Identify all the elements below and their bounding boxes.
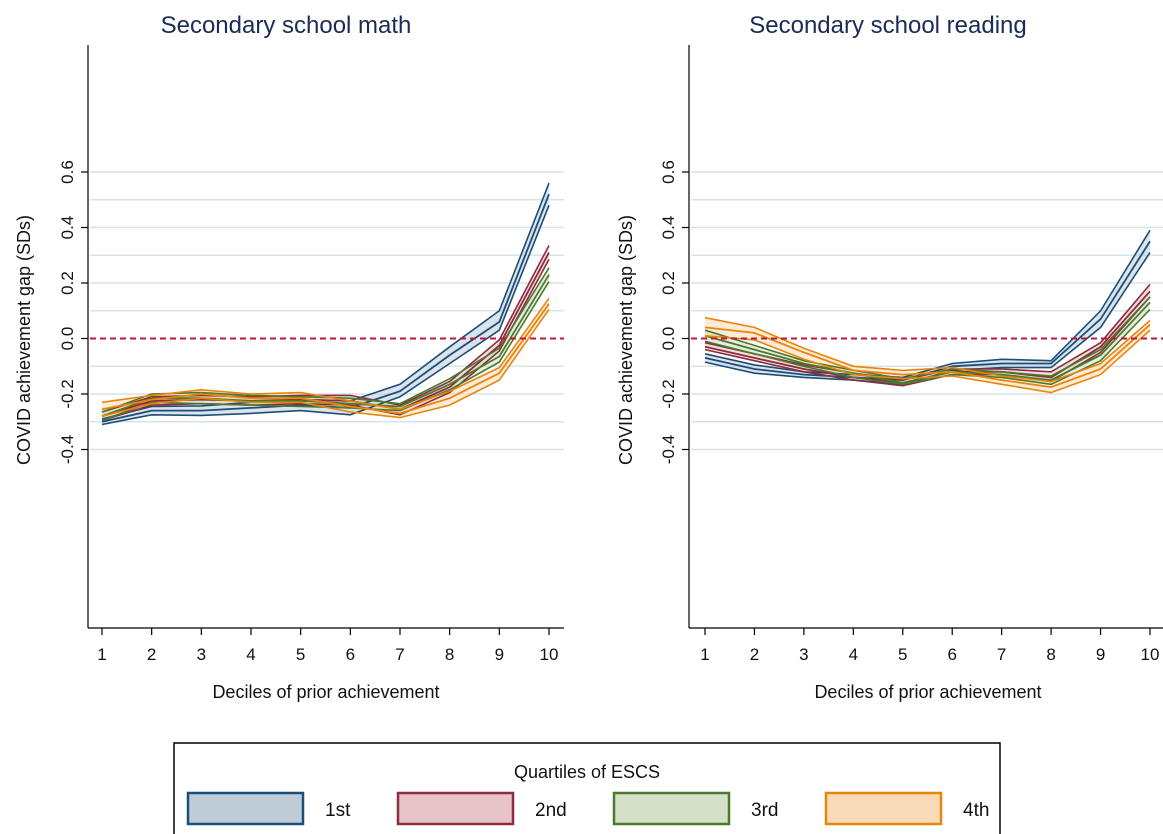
- x-tick-label: 7: [395, 645, 404, 664]
- x-tick-label: 6: [947, 645, 956, 664]
- series-band-1st: [705, 230, 1150, 385]
- y-tick-label: 0.0: [58, 327, 77, 351]
- x-tick-label: 2: [750, 645, 759, 664]
- chart-title: Secondary school math: [161, 12, 412, 39]
- x-axis-label: Deciles of prior achievement: [212, 682, 439, 702]
- x-tick-label: 9: [1096, 645, 1105, 664]
- y-tick-label: -0.4: [58, 435, 77, 464]
- y-tick-label: 0.6: [659, 160, 678, 184]
- legend-swatch-1st: [186, 791, 305, 826]
- legend-swatch-2nd: [396, 791, 515, 826]
- y-tick-label: 0.6: [58, 160, 77, 184]
- x-tick-label: 1: [97, 645, 106, 664]
- y-tick-label: 0.2: [58, 271, 77, 295]
- legend-label-2nd: 2nd: [535, 800, 567, 821]
- series-line-1st-lower: [101, 205, 550, 426]
- series-line-4th-lower: [704, 329, 1151, 394]
- legend-swatch-3rd: [612, 791, 731, 826]
- series-line-4th-upper: [101, 297, 550, 411]
- chart-title: Secondary school reading: [749, 12, 1027, 39]
- x-tick-label: 5: [296, 645, 305, 664]
- y-tick-label: -0.2: [659, 379, 678, 408]
- chart-panel-math: Secondary school math -0.4 -0.2 0.0 0.2 0.4 0…: [14, 12, 564, 702]
- series-line-2nd-lower: [101, 259, 550, 422]
- y-tick-label: -0.4: [659, 435, 678, 464]
- legend-title: Quartiles of ESCS: [514, 762, 660, 782]
- x-tick-label: 3: [197, 645, 206, 664]
- x-tick-label: 8: [445, 645, 454, 664]
- x-tick-label: 3: [799, 645, 808, 664]
- legend-entries: 1st 2nd 3rd 4th: [186, 791, 989, 826]
- y-axis-label: COVID achievement gap (SDs): [616, 215, 636, 465]
- legend-label-4th: 4th: [963, 800, 989, 821]
- legend-swatch-4th: [824, 791, 943, 826]
- series-line-1st-upper: [704, 229, 1151, 379]
- legend: Quartiles of ESCS 1st 2nd 3rd 4th: [173, 742, 1001, 834]
- legend-label-3rd: 3rd: [751, 800, 778, 821]
- y-tick-label: 0.2: [659, 271, 678, 295]
- plot-area: -0.4 -0.2 0.0 0.2 0.4 0.6 1 2 3 4 5 6 7 8 9 10: [58, 45, 564, 664]
- x-tick-label: 2: [147, 645, 156, 664]
- x-tick-label: 9: [495, 645, 504, 664]
- x-tick-label: 6: [346, 645, 355, 664]
- x-tick-label: 4: [849, 645, 858, 664]
- x-tick-label: 8: [1046, 645, 1055, 664]
- y-tick-label: 0.4: [58, 216, 77, 240]
- y-tick-label: 0.0: [659, 327, 678, 351]
- plot-area: -0.4 -0.2 0.0 0.2 0.4 0.6 1 2 3 4 5 6 7 8 9 10: [659, 45, 1163, 664]
- x-tick-label: 4: [246, 645, 255, 664]
- chart-panel-reading: Secondary school reading -0.4 -0.2 0.0 0.2 0…: [616, 12, 1163, 702]
- legend-label-1st: 1st: [325, 800, 351, 821]
- y-axis-label: COVID achievement gap (SDs): [14, 215, 34, 465]
- series-line-4th-estimate: [101, 303, 550, 415]
- x-tick-label: 5: [898, 645, 907, 664]
- x-axis-label: Deciles of prior achievement: [814, 682, 1041, 702]
- series-line-4th-lower: [101, 308, 550, 419]
- series-line-4th-upper: [704, 316, 1151, 383]
- series-line-4th-estimate: [704, 323, 1151, 389]
- y-tick-label: 0.4: [659, 216, 678, 240]
- x-tick-label: 10: [540, 645, 559, 664]
- x-tick-label: 1: [700, 645, 709, 664]
- x-tick-label: 10: [1141, 645, 1160, 664]
- x-tick-label: 7: [997, 645, 1006, 664]
- y-tick-label: -0.2: [58, 379, 77, 408]
